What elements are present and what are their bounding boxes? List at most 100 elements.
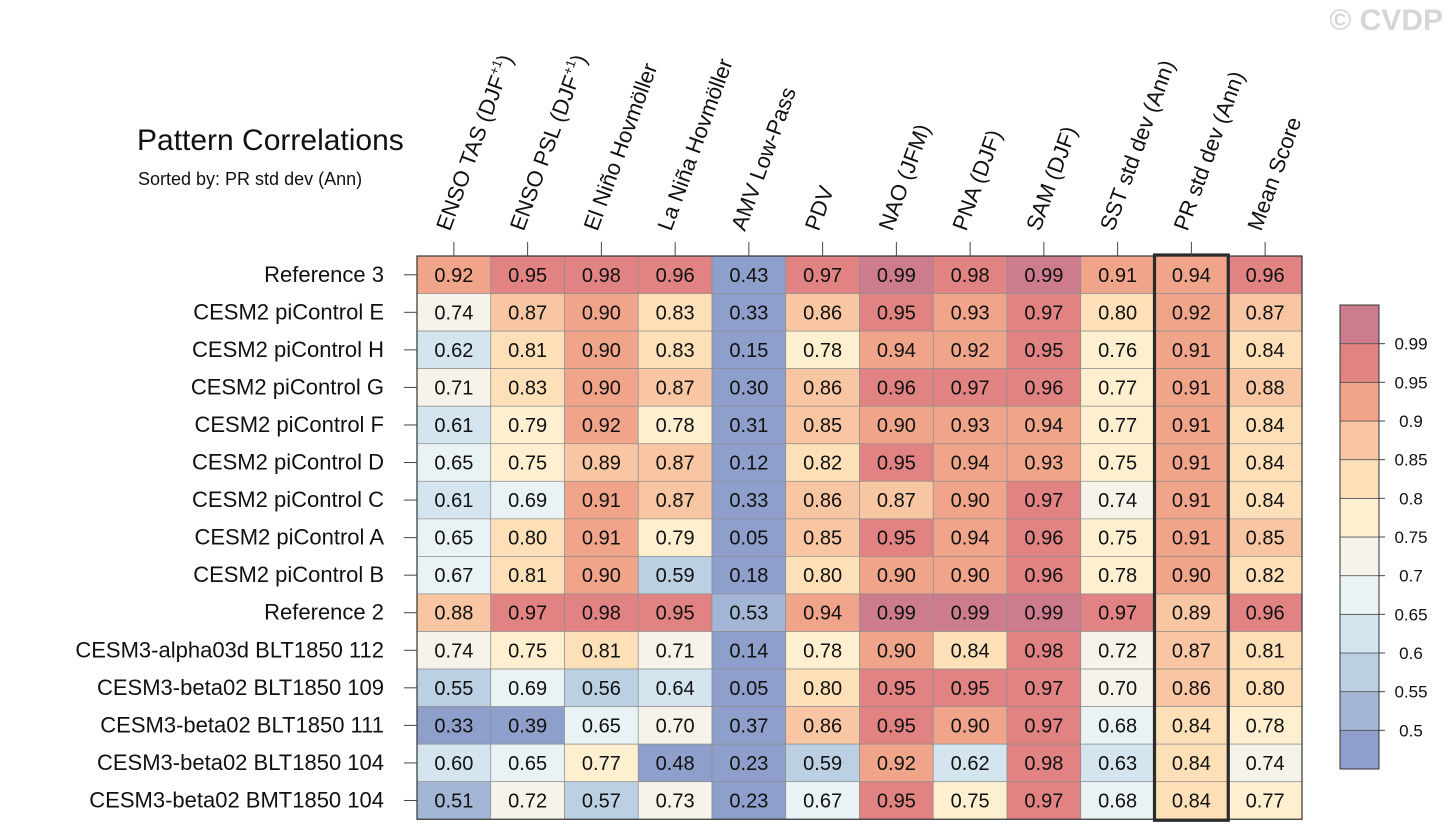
- chart-subtitle: Sorted by: PR std dev (Ann): [138, 169, 363, 189]
- heatmap-cell: [1154, 668, 1229, 707]
- cell-value-label: 0.96: [1024, 565, 1063, 587]
- colorbar-swatch: [1339, 613, 1380, 654]
- cell-value-label: 0.56: [582, 678, 621, 700]
- heatmap-cell: [416, 706, 492, 745]
- cell-value-label: 0.86: [803, 490, 842, 512]
- cell-value-label: 0.90: [951, 565, 990, 587]
- cell-value-label: 0.95: [1024, 340, 1063, 362]
- cell-value-label: 0.81: [508, 340, 547, 362]
- cell-value-label: 0.81: [582, 640, 621, 662]
- cell-value-label: 0.70: [1098, 678, 1137, 700]
- cell-value-label: 0.74: [434, 640, 473, 662]
- colorbar-swatch: [1339, 729, 1380, 770]
- heatmap-cell: [1154, 255, 1229, 294]
- heatmap-cell: [1080, 480, 1155, 520]
- cell-value-label: 0.81: [508, 565, 547, 587]
- cell-value-label: 0.90: [582, 377, 621, 399]
- heatmap-cell: [1006, 631, 1082, 670]
- heatmap-cell: [490, 593, 565, 632]
- cell-value-label: 0.73: [656, 790, 695, 812]
- column-label: ENSO PSL (DJF+1): [504, 51, 592, 234]
- row-label: Reference 2: [264, 600, 384, 625]
- cell-value-label: 0.77: [1246, 790, 1285, 812]
- cell-value-label: 0.75: [1098, 453, 1137, 475]
- heatmap-cell: [1080, 631, 1155, 670]
- heatmap-cell: [932, 255, 1008, 294]
- heatmap-cell: [932, 443, 1008, 482]
- row-label: CESM3-beta02 BLT1850 111: [100, 712, 384, 737]
- heatmap-cell: [564, 330, 639, 370]
- cell-value-label: 0.68: [1098, 715, 1137, 737]
- cell-value-label: 0.39: [508, 715, 547, 737]
- cell-value-label: 0.60: [434, 753, 473, 775]
- heatmap-cell: [637, 781, 713, 820]
- cell-value-label: 0.80: [803, 565, 842, 587]
- row-label: CESM2 piControl G: [191, 374, 384, 399]
- heatmap-cell: [932, 781, 1008, 820]
- row-label: CESM2 piControl E: [193, 299, 384, 324]
- heatmap-cell: [416, 368, 492, 407]
- heatmap-cell: [932, 556, 1008, 595]
- cell-value-label: 0.92: [582, 415, 621, 437]
- cell-value-label: 0.80: [1098, 302, 1137, 324]
- cell-value-label: 0.61: [434, 415, 473, 437]
- cell-value-label: 0.97: [1098, 603, 1137, 625]
- cell-value-label: 0.82: [1246, 565, 1285, 587]
- heatmap-cell: [785, 443, 860, 482]
- heatmap-cell: [1080, 781, 1155, 820]
- cell-value-label: 0.63: [1098, 753, 1137, 775]
- row-label: CESM3-beta02 BLT1850 109: [97, 675, 384, 700]
- cell-value-label: 0.37: [729, 715, 768, 737]
- cell-value-label: 0.90: [951, 490, 990, 512]
- heatmap-cell: [1006, 706, 1082, 745]
- cell-value-label: 0.95: [877, 678, 916, 700]
- heatmap-cell: [416, 405, 492, 445]
- heatmap-cell: [785, 368, 860, 407]
- heatmap-cell: [1080, 368, 1155, 407]
- cell-value-label: 0.94: [803, 603, 842, 625]
- cell-value-label: 0.91: [1172, 490, 1211, 512]
- cell-value-label: 0.95: [877, 528, 916, 550]
- heatmap-cell: [1080, 556, 1155, 595]
- heatmap-cell: [711, 405, 787, 445]
- cell-value-label: 0.05: [729, 678, 768, 700]
- heatmap-cell: [1006, 330, 1082, 370]
- row-label: CESM3-alpha03d BLT1850 112: [75, 637, 384, 662]
- cell-value-label: 0.96: [656, 265, 695, 287]
- heatmap-cell: [1006, 480, 1082, 520]
- cell-value-label: 0.59: [803, 753, 842, 775]
- heatmap-cell: [711, 593, 787, 632]
- row-label: CESM2 piControl H: [192, 337, 384, 362]
- heatmap-cell: [859, 293, 934, 332]
- cell-value-label: 0.12: [729, 453, 768, 475]
- cell-value-label: 0.96: [1246, 265, 1285, 287]
- cell-value-label: 0.23: [729, 753, 768, 775]
- heatmap-cell: [1154, 518, 1229, 557]
- cell-value-label: 0.65: [434, 453, 473, 475]
- cell-value-label: 0.89: [1172, 603, 1211, 625]
- colorbar-swatch: [1339, 343, 1380, 383]
- cell-value-label: 0.57: [582, 790, 621, 812]
- cell-value-label: 0.43: [729, 265, 768, 287]
- heatmap-cell: [785, 556, 860, 595]
- heatmap-cell: [564, 706, 639, 745]
- heatmap-cell: [416, 556, 492, 595]
- cell-value-label: 0.78: [656, 415, 695, 437]
- heatmap-cell: [932, 631, 1008, 670]
- heatmap-cell: [711, 556, 787, 595]
- cell-value-label: 0.84: [1246, 453, 1285, 475]
- cell-value-label: 0.90: [877, 565, 916, 587]
- cell-value-label: 0.75: [951, 790, 990, 812]
- cell-value-label: 0.23: [729, 790, 768, 812]
- cell-value-label: 0.97: [1024, 678, 1063, 700]
- cell-value-label: 0.70: [656, 715, 695, 737]
- heatmap-cell: [1006, 781, 1082, 820]
- cell-value-label: 0.97: [1024, 302, 1063, 324]
- colorbar-tick-label: 0.8: [1399, 489, 1423, 508]
- heatmap-cell: [1080, 405, 1155, 445]
- cell-value-label: 0.95: [877, 453, 916, 475]
- cell-value-label: 0.94: [951, 453, 990, 475]
- heatmap-cell: [637, 593, 713, 632]
- cell-value-label: 0.93: [951, 302, 990, 324]
- colorbar-tick-label: 0.5: [1399, 721, 1423, 740]
